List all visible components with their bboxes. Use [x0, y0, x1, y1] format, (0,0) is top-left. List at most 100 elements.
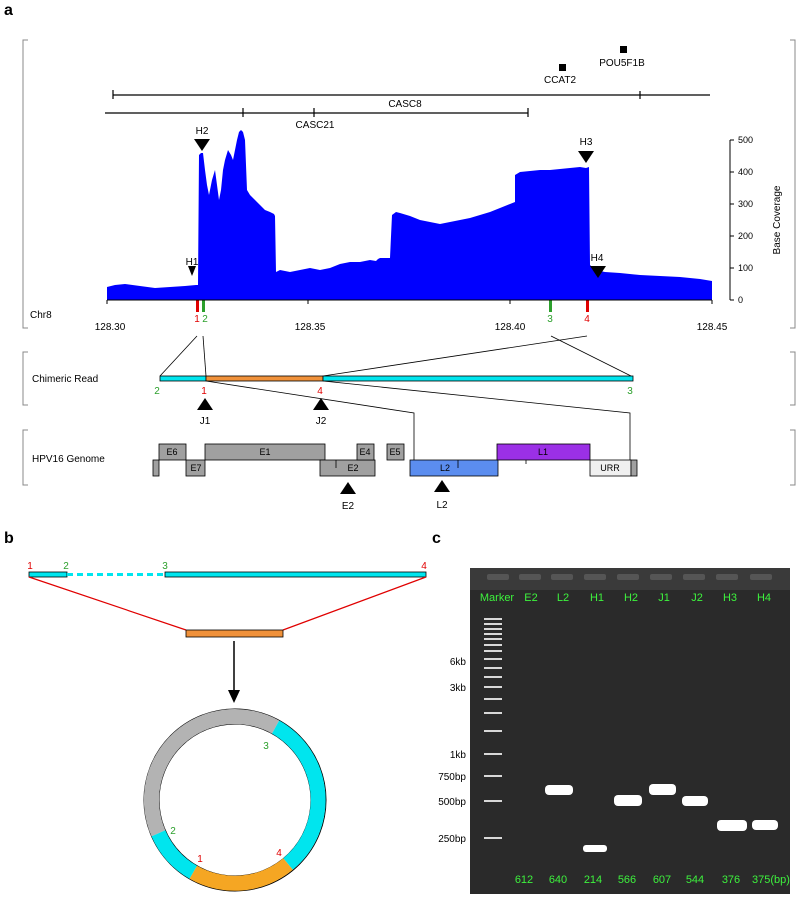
lane-h1: H1	[590, 592, 604, 604]
l2-marker-triangle	[434, 480, 450, 492]
y-tick-100: 100	[738, 263, 753, 273]
region-urr-label: URR	[600, 463, 620, 473]
lane-j2: J2	[691, 592, 703, 604]
gene-l1	[496, 443, 591, 461]
h1-label: H1	[186, 257, 199, 268]
chimeric-viral	[205, 375, 324, 382]
gene-e2	[319, 459, 376, 477]
y-tick-labels: 0 100 200 300 400 500	[738, 135, 753, 305]
bp-1-label: 1	[194, 314, 200, 325]
ring-num-4: 4	[276, 848, 282, 859]
y-axis	[729, 139, 734, 301]
h4-triangle	[590, 266, 606, 278]
coverage-area	[107, 130, 712, 300]
casc21-label: CASC21	[296, 120, 335, 131]
casc21-gene-line	[105, 108, 529, 117]
chimeric-num-4: 4	[317, 386, 323, 397]
lane-h4: H4	[757, 592, 771, 604]
j2-triangle	[313, 398, 329, 410]
x-axis	[106, 299, 713, 304]
ring-num-3: 3	[263, 741, 269, 752]
hpv16-gene-labels: E6 E7 E1 E2 E4 E5 L2 L1 URR	[166, 447, 620, 473]
hpv-start-block	[152, 459, 160, 477]
x-tick-128.30: 128.30	[95, 322, 126, 333]
y-tick-200: 200	[738, 231, 753, 241]
band-j1	[649, 784, 676, 795]
pou5f1b-marker	[620, 46, 627, 53]
y-axis-title: Base Coverage	[772, 185, 783, 254]
h3-label: H3	[580, 137, 593, 148]
j2-label: J2	[316, 416, 327, 427]
band-l2	[545, 785, 573, 795]
gel-ladder-labels: 6kb 3kb 1kb 750bp 500bp 250bp	[438, 657, 466, 845]
b-host-left	[28, 571, 68, 578]
ring-viral	[189, 858, 293, 891]
lane-marker: Marker	[480, 592, 515, 604]
lane-h2: H2	[624, 592, 638, 604]
ladder-1kb: 1kb	[450, 750, 467, 761]
x-tick-128.35: 128.35	[295, 322, 326, 333]
lane-j1: J1	[658, 592, 670, 604]
gel-image	[470, 568, 790, 894]
h2-label: H2	[196, 126, 209, 137]
ladder-6kb: 6kb	[450, 657, 467, 668]
h2-triangle	[194, 139, 210, 151]
y-tick-300: 300	[738, 199, 753, 209]
gene-e5	[386, 443, 405, 461]
size-l2: 640	[549, 874, 567, 886]
b-host-right	[164, 571, 427, 578]
pou5f1b-label: POU5F1B	[599, 58, 645, 69]
size-h3: 376	[722, 874, 740, 886]
ring-host-right	[272, 720, 326, 870]
b-arrow-head	[228, 690, 240, 703]
casc8-label: CASC8	[388, 99, 422, 110]
b-ring-segments	[143, 708, 326, 891]
l2-marker-label: L2	[436, 500, 448, 511]
y-tick-0: 0	[738, 295, 743, 305]
hpv16-genes	[152, 443, 638, 477]
bp-4-label: 4	[584, 314, 590, 325]
gene-e5-label: E5	[389, 447, 400, 457]
ccat2-marker	[559, 64, 566, 71]
panel-a-brackets	[22, 39, 796, 486]
h3-triangle	[578, 151, 594, 163]
mapping-lines-top	[159, 335, 632, 377]
gene-e4-label: E4	[359, 447, 370, 457]
chimeric-num-1: 1	[201, 386, 207, 397]
gene-e7	[185, 459, 206, 477]
chimeric-num-2: 2	[154, 386, 160, 397]
lane-h3: H3	[723, 592, 737, 604]
gene-e1	[204, 443, 326, 461]
b-top-num-4: 4	[421, 561, 427, 572]
hpv16-label: HPV16 Genome	[32, 454, 105, 465]
ring-num-1: 1	[197, 854, 203, 865]
lane-e2: E2	[524, 592, 537, 604]
bp-2-label: 2	[202, 314, 208, 325]
gene-e6	[158, 443, 187, 461]
mapping-lines-bottom	[205, 380, 631, 462]
breakpoint-4-mark	[586, 300, 589, 312]
bp-3-label: 3	[547, 314, 553, 325]
b-viral-segment	[185, 629, 284, 638]
size-h2: 566	[618, 874, 636, 886]
panel-b-label: b	[4, 530, 14, 547]
ccat2-label: CCAT2	[544, 75, 576, 86]
e2-marker-label: E2	[342, 501, 355, 512]
gene-e1-label: E1	[259, 447, 270, 457]
gel-ladder-bands	[484, 618, 502, 839]
b-top-num-3: 3	[162, 561, 168, 572]
y-tick-500: 500	[738, 135, 753, 145]
ladder-500bp: 500bp	[438, 797, 466, 808]
h4-label: H4	[591, 253, 604, 264]
casc8-gene-line	[112, 90, 710, 99]
size-e2: 612	[515, 874, 533, 886]
chimeric-read-label: Chimeric Read	[32, 374, 98, 385]
ladder-3kb: 3kb	[450, 683, 467, 694]
breakpoint-2-mark	[202, 300, 205, 312]
b-top-num-2: 2	[63, 561, 69, 572]
ring-host-left	[151, 830, 197, 879]
chrom-label: Chr8	[30, 310, 52, 321]
gel-lane-labels: Marker E2 L2 H1 H2 J1 J2 H3 H4	[480, 592, 771, 604]
x-tick-128.40: 128.40	[495, 322, 526, 333]
